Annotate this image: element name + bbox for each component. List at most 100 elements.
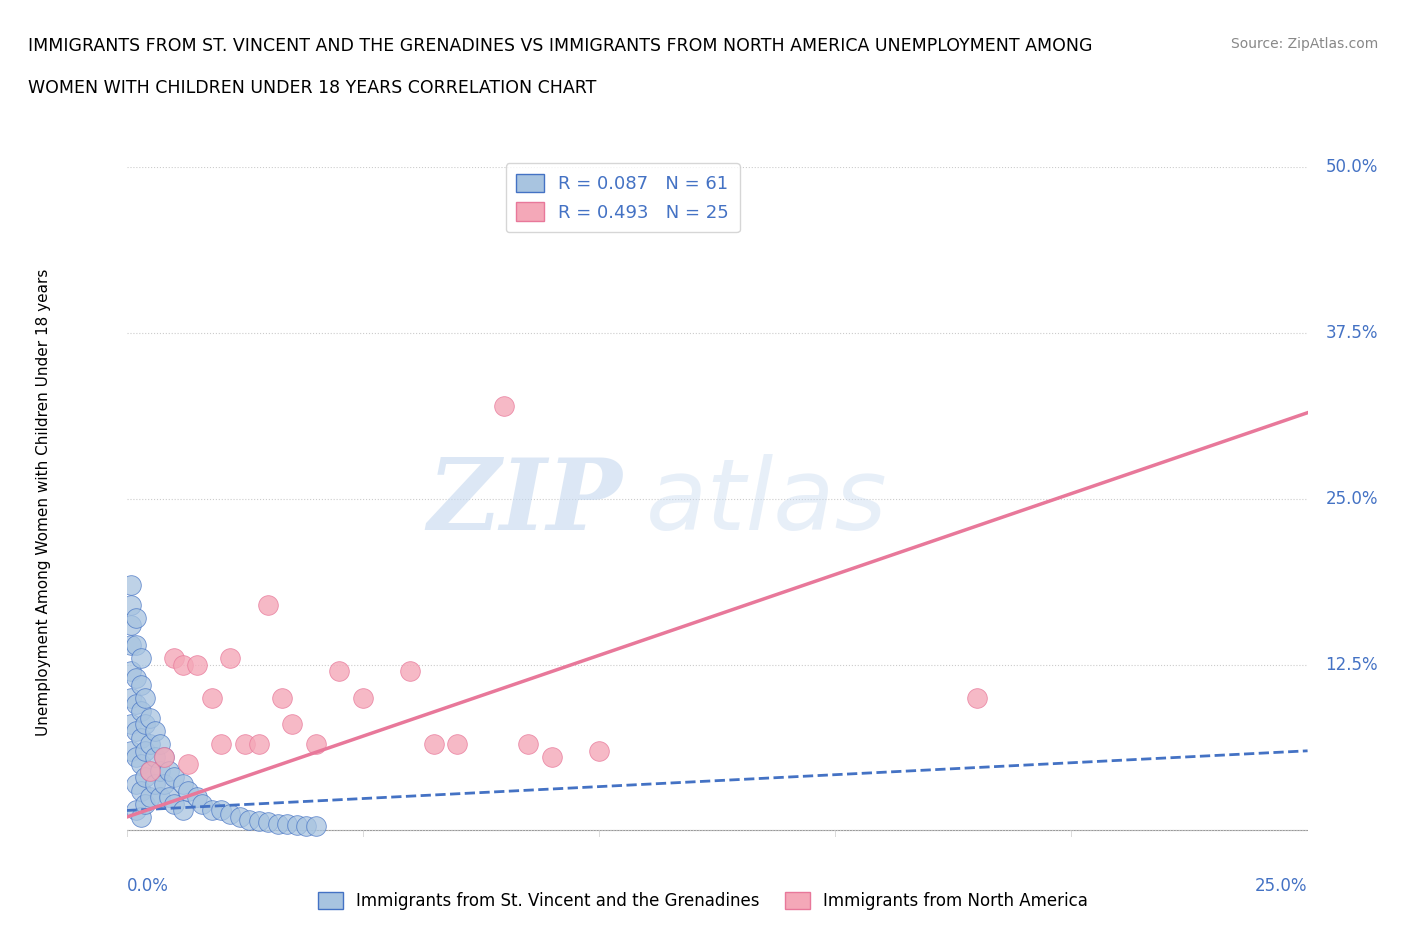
Point bbox=[257, 597, 280, 612]
Point bbox=[304, 737, 326, 751]
Legend: R = 0.087   N = 61, R = 0.493   N = 25: R = 0.087 N = 61, R = 0.493 N = 25 bbox=[506, 163, 740, 232]
Point bbox=[163, 651, 186, 666]
Point bbox=[149, 790, 172, 804]
Point bbox=[120, 690, 142, 705]
Point bbox=[219, 807, 242, 822]
Point bbox=[588, 743, 610, 758]
Text: 12.5%: 12.5% bbox=[1326, 656, 1378, 673]
Point bbox=[281, 717, 304, 732]
Point bbox=[540, 750, 562, 764]
Point bbox=[125, 611, 148, 626]
Text: WOMEN WITH CHILDREN UNDER 18 YEARS CORRELATION CHART: WOMEN WITH CHILDREN UNDER 18 YEARS CORRE… bbox=[28, 79, 596, 97]
Point bbox=[125, 777, 148, 791]
Point bbox=[172, 803, 194, 817]
Point bbox=[517, 737, 540, 751]
Text: atlas: atlas bbox=[647, 454, 887, 551]
Point bbox=[129, 757, 152, 772]
Point bbox=[125, 697, 148, 711]
Point bbox=[209, 737, 232, 751]
Text: 25.0%: 25.0% bbox=[1256, 877, 1308, 896]
Point bbox=[139, 711, 162, 725]
Text: Unemployment Among Women with Children Under 18 years: Unemployment Among Women with Children U… bbox=[37, 269, 52, 736]
Point bbox=[271, 690, 294, 705]
Point bbox=[153, 777, 176, 791]
Point bbox=[120, 664, 142, 679]
Point bbox=[276, 817, 298, 831]
Point bbox=[209, 803, 232, 817]
Point bbox=[129, 677, 152, 692]
Point bbox=[139, 764, 162, 778]
Point bbox=[257, 815, 280, 830]
Point bbox=[328, 664, 350, 679]
Point bbox=[143, 724, 166, 738]
Point bbox=[191, 796, 214, 811]
Point bbox=[139, 737, 162, 751]
Point bbox=[153, 750, 176, 764]
Point bbox=[163, 770, 186, 785]
Point bbox=[494, 399, 516, 414]
Text: Source: ZipAtlas.com: Source: ZipAtlas.com bbox=[1230, 37, 1378, 51]
Point bbox=[139, 764, 162, 778]
Point bbox=[352, 690, 374, 705]
Point bbox=[177, 783, 200, 798]
Point bbox=[177, 757, 200, 772]
Point bbox=[200, 803, 222, 817]
Point bbox=[966, 690, 988, 705]
Point bbox=[120, 618, 142, 632]
Point bbox=[219, 651, 242, 666]
Legend: Immigrants from St. Vincent and the Grenadines, Immigrants from North America: Immigrants from St. Vincent and the Gren… bbox=[311, 885, 1095, 917]
Point bbox=[186, 790, 208, 804]
Point bbox=[120, 717, 142, 732]
Point bbox=[129, 783, 152, 798]
Point bbox=[134, 770, 156, 785]
Point bbox=[229, 810, 252, 825]
Point bbox=[422, 737, 444, 751]
Point bbox=[267, 817, 290, 831]
Text: 37.5%: 37.5% bbox=[1326, 325, 1378, 342]
Text: 25.0%: 25.0% bbox=[1326, 490, 1378, 508]
Point bbox=[247, 737, 270, 751]
Point bbox=[233, 737, 256, 751]
Text: IMMIGRANTS FROM ST. VINCENT AND THE GRENADINES VS IMMIGRANTS FROM NORTH AMERICA : IMMIGRANTS FROM ST. VINCENT AND THE GREN… bbox=[28, 37, 1092, 55]
Point bbox=[295, 819, 318, 834]
Point bbox=[200, 690, 222, 705]
Text: 50.0%: 50.0% bbox=[1326, 158, 1378, 177]
Point bbox=[186, 658, 208, 672]
Point bbox=[143, 750, 166, 764]
Point bbox=[120, 597, 142, 612]
Point bbox=[125, 637, 148, 652]
Point bbox=[172, 777, 194, 791]
Text: ZIP: ZIP bbox=[427, 454, 623, 551]
Point bbox=[247, 814, 270, 829]
Point bbox=[157, 764, 180, 778]
Point bbox=[125, 724, 148, 738]
Point bbox=[129, 704, 152, 719]
Point bbox=[120, 637, 142, 652]
Point bbox=[139, 790, 162, 804]
Point bbox=[134, 717, 156, 732]
Point bbox=[304, 819, 326, 834]
Point bbox=[285, 817, 308, 832]
Point bbox=[143, 777, 166, 791]
Point bbox=[157, 790, 180, 804]
Point bbox=[129, 651, 152, 666]
Point bbox=[163, 796, 186, 811]
Point bbox=[172, 658, 194, 672]
Point bbox=[446, 737, 468, 751]
Point bbox=[134, 743, 156, 758]
Point bbox=[238, 812, 260, 827]
Point bbox=[129, 810, 152, 825]
Point bbox=[134, 796, 156, 811]
Text: 0.0%: 0.0% bbox=[127, 877, 169, 896]
Point bbox=[129, 730, 152, 745]
Point bbox=[134, 690, 156, 705]
Point bbox=[125, 750, 148, 764]
Point bbox=[125, 671, 148, 685]
Point bbox=[149, 737, 172, 751]
Point bbox=[399, 664, 422, 679]
Point bbox=[125, 803, 148, 817]
Point bbox=[120, 743, 142, 758]
Point bbox=[120, 578, 142, 592]
Point bbox=[153, 750, 176, 764]
Point bbox=[149, 764, 172, 778]
